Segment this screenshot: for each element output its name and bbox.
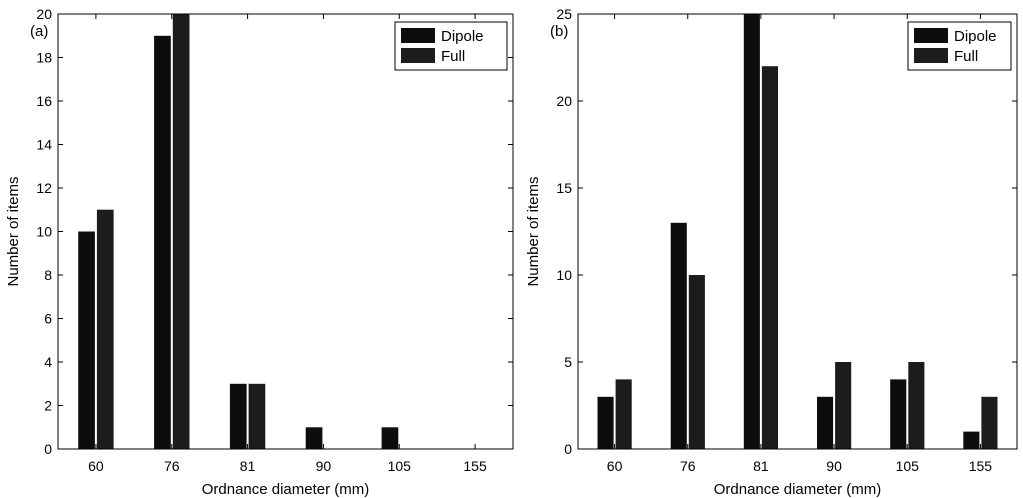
legend-swatch-full	[914, 48, 948, 63]
bar-dipole-105	[381, 427, 399, 450]
y-tick-label: 18	[36, 50, 52, 66]
x-tick-label: 60	[607, 458, 623, 474]
x-tick-label: 76	[680, 458, 696, 474]
legend-swatch-full	[401, 48, 435, 63]
legend-swatch-dipole	[401, 28, 435, 43]
y-tick-label: 16	[36, 93, 52, 109]
x-tick-label: 60	[88, 458, 104, 474]
bar-full-90	[835, 362, 852, 449]
y-axis-label: Number of items	[525, 176, 542, 286]
legend-swatch-dipole	[914, 28, 948, 43]
y-axis-label: Number of items	[5, 176, 22, 286]
bar-full-76	[172, 14, 190, 449]
x-tick-label: 81	[240, 458, 256, 474]
y-tick-label: 2	[44, 398, 52, 414]
x-axis-label: Ordnance diameter (mm)	[714, 481, 882, 498]
y-tick-label: 10	[556, 267, 572, 283]
axes-box	[577, 13, 1018, 450]
bar-full-81	[248, 383, 266, 450]
x-tick-label: 105	[388, 458, 412, 474]
legend-label-full: Full	[954, 48, 978, 65]
x-tick-label: 155	[969, 458, 993, 474]
y-tick-label: 20	[36, 6, 52, 22]
bar-dipole-90	[305, 427, 323, 450]
bar-full-60	[615, 379, 632, 449]
y-tick-label: 0	[44, 441, 52, 457]
chart-panel-b: 0 5 10 15 20 25 60 76 81 90 105 155 Ordnance diamete…	[525, 6, 1018, 498]
bar-dipole-76	[154, 35, 171, 450]
y-tick-label: 6	[44, 311, 52, 327]
bar-full-76	[688, 275, 705, 449]
bar-full-60	[96, 209, 114, 449]
bar-dipole-60	[597, 396, 614, 449]
bar-dipole-76	[670, 222, 687, 449]
y-tick-label: 5	[564, 354, 572, 370]
y-tick-label: 0	[564, 441, 572, 457]
bar-full-105	[908, 362, 925, 449]
x-tick-label: 90	[316, 458, 332, 474]
bar-dipole-60	[78, 231, 95, 449]
bar-dipole-81	[229, 383, 247, 450]
y-tick-label: 4	[44, 354, 52, 370]
chart-panel-a: 0 2 4 6 8 10 12 14 16 18 20 60 76 81 90 105 155 Ordnance …	[5, 6, 514, 498]
y-tick-label: 14	[36, 137, 52, 153]
x-tick-label: 76	[164, 458, 180, 474]
y-tick-label: 20	[556, 93, 572, 109]
x-tick-label: 90	[826, 458, 842, 474]
axes-box	[57, 13, 514, 450]
y-tick-label: 8	[44, 267, 52, 283]
bar-dipole-90	[817, 396, 834, 449]
y-tick-label: 15	[556, 180, 572, 196]
bar-dipole-155	[963, 431, 980, 449]
y-tick-label: 12	[36, 180, 52, 196]
legend-label-dipole: Dipole	[954, 28, 997, 45]
legend-label-dipole: Dipole	[441, 28, 484, 45]
y-tick-label: 25	[556, 6, 572, 22]
x-tick-label: 155	[463, 458, 487, 474]
bar-dipole-81	[743, 14, 760, 449]
x-tick-label: 105	[896, 458, 920, 474]
y-tick-label: 10	[36, 224, 52, 240]
x-tick-label: 81	[753, 458, 769, 474]
bar-full-155	[981, 396, 998, 449]
bar-dipole-105	[890, 379, 907, 449]
bar-full-81	[761, 66, 778, 449]
panel-label: (a)	[30, 23, 48, 40]
x-axis-label: Ordnance diameter (mm)	[202, 481, 370, 498]
panel-label: (b)	[550, 23, 568, 40]
legend-label-full: Full	[441, 48, 465, 65]
